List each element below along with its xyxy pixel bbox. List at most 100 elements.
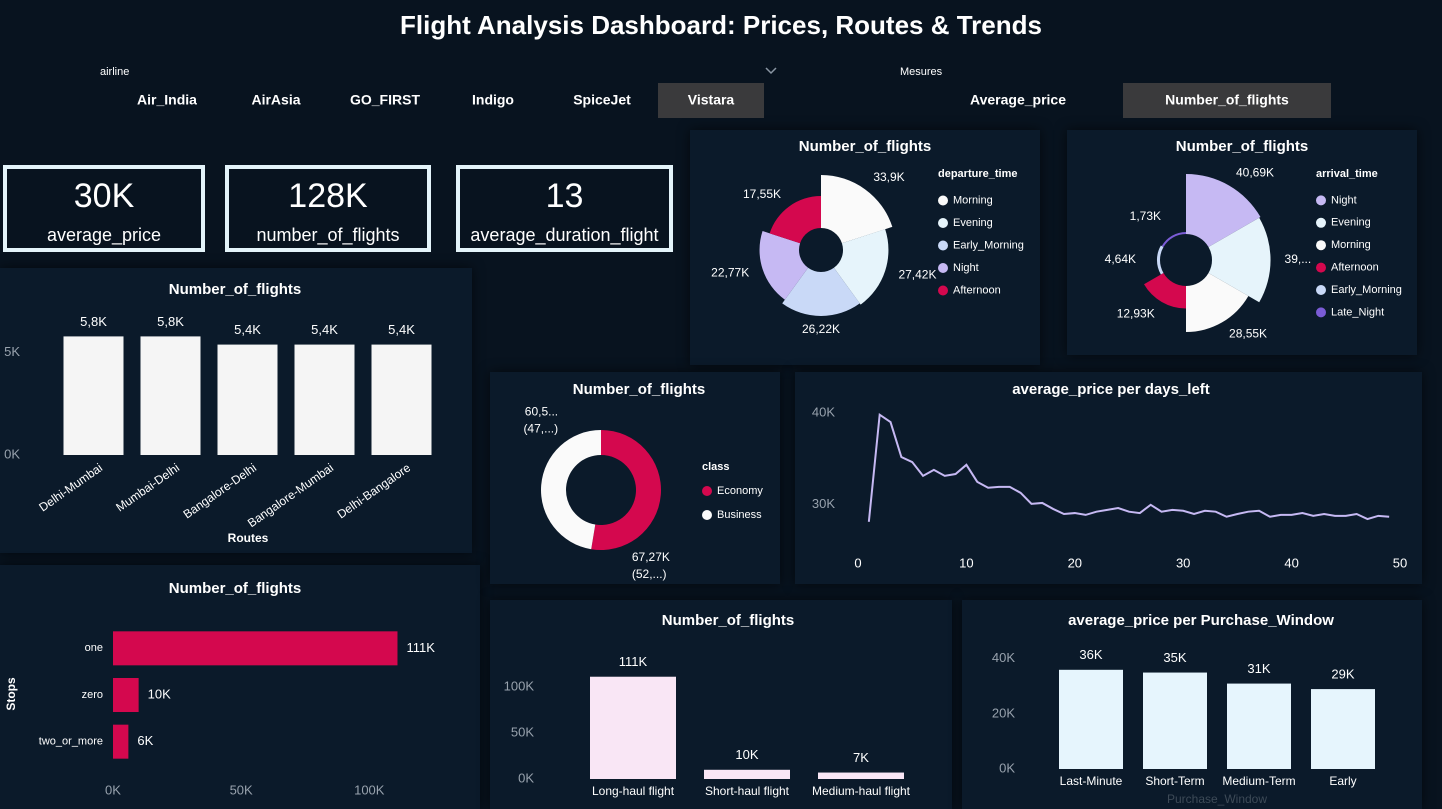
bar <box>590 676 676 779</box>
y-category-label: zero <box>82 689 103 701</box>
chart-title: Number_of_flights <box>1176 138 1309 155</box>
bar <box>113 631 398 666</box>
bar <box>113 724 129 759</box>
y-tick-label: 0K <box>518 770 534 785</box>
chart-title: Number_of_flights <box>662 612 795 629</box>
legend-label: Evening <box>953 217 993 229</box>
y-tick-label: 40K <box>812 404 835 419</box>
legend-title: departure_time <box>938 168 1017 180</box>
kpi-label: number_of_flights <box>256 225 399 246</box>
percent-label: (47,...) <box>523 421 558 435</box>
x-tick-label: 0 <box>854 555 861 570</box>
slicer-option[interactable]: SpiceJet <box>573 92 631 108</box>
x-category-label: Medium-Term <box>1222 774 1295 788</box>
chart-title: Number_of_flights <box>169 281 302 298</box>
legend-marker <box>702 510 712 520</box>
legend-label: Early_Morning <box>953 239 1024 251</box>
data-label: 22,77K <box>711 265 749 279</box>
rose-slice <box>1186 273 1249 333</box>
bar <box>140 336 201 455</box>
slicer-label: airline <box>100 66 129 78</box>
data-label: 4,64K <box>1105 252 1136 266</box>
x-category-label: Short-haul flight <box>705 784 790 798</box>
slicer-selected[interactable] <box>1123 83 1331 118</box>
bar <box>818 772 904 779</box>
legend-label: Evening <box>1331 217 1371 229</box>
legend-title: class <box>702 461 730 473</box>
data-label: 10K <box>148 686 171 701</box>
slicer-label: Mesures <box>900 66 943 78</box>
data-label: 5,4K <box>311 322 338 337</box>
legend-label: Night <box>1331 194 1357 206</box>
y-category-label: one <box>85 642 103 654</box>
rose-slice <box>1208 217 1271 303</box>
legend-marker <box>1316 217 1326 228</box>
panel <box>795 372 1422 584</box>
legend-title: arrival_time <box>1316 168 1378 180</box>
rose-slice <box>769 196 821 244</box>
legend-marker <box>938 195 948 206</box>
x-tick-label: 10 <box>959 555 973 570</box>
x-tick-label: 20 <box>1068 555 1082 570</box>
legend-marker <box>1316 240 1326 251</box>
x-category-label: Short-Term <box>1145 774 1204 788</box>
slicer-option[interactable]: GO_FIRST <box>350 92 420 108</box>
y-category-label: two_or_more <box>39 736 103 748</box>
x-category-label: Medium-haul flight <box>812 784 911 798</box>
kpi-value: 128K <box>288 177 368 215</box>
y-tick-label: 100K <box>504 678 535 693</box>
rose-slice <box>1161 232 1186 247</box>
x-tick-label: 40 <box>1284 555 1298 570</box>
rose-slice <box>1186 174 1261 247</box>
data-label: 28,55K <box>1229 327 1267 341</box>
bar <box>1059 669 1123 769</box>
slicer-option[interactable]: Air_India <box>137 92 197 108</box>
kpi-value: 13 <box>546 177 584 215</box>
legend-marker <box>1316 195 1326 206</box>
x-axis-title: Purchase_Window <box>1167 792 1267 806</box>
slicer-option[interactable]: Number_of_flights <box>1165 92 1289 108</box>
rose-slice <box>759 231 809 300</box>
bar <box>113 678 139 712</box>
x-axis-title: Routes <box>228 531 269 545</box>
dropdown-chevron[interactable] <box>765 67 777 75</box>
legend-label: Night <box>953 262 979 274</box>
x-tick-label: 50K <box>230 782 253 797</box>
kpi-card <box>3 165 205 252</box>
data-label: 35K <box>1163 650 1186 665</box>
rose-slice <box>821 175 893 244</box>
y-tick-label: 5K <box>4 344 20 359</box>
data-label: 111K <box>619 654 648 669</box>
y-tick-label: 30K <box>812 496 835 511</box>
kpi-label: average_price <box>47 225 161 246</box>
y-tick-label: 0K <box>4 446 20 461</box>
dashboard-title: Flight Analysis Dashboard: Prices, Route… <box>400 10 1042 40</box>
data-label: 39,... <box>1285 252 1312 266</box>
x-tick-label: 100K <box>354 782 385 797</box>
slicer-option[interactable]: Average_price <box>970 92 1066 108</box>
x-category-label: Early <box>1329 774 1356 788</box>
slicer-option[interactable]: Vistara <box>688 92 735 108</box>
bar <box>63 336 124 455</box>
donut-slice <box>540 430 601 550</box>
x-category-label: Long-haul flight <box>592 784 675 798</box>
kpi-card <box>456 165 673 252</box>
data-label: 31K <box>1247 661 1270 676</box>
legend-label: Morning <box>953 194 993 206</box>
x-tick-label: 0K <box>105 782 121 797</box>
data-label: 5,4K <box>234 322 261 337</box>
data-label: 10K <box>735 747 758 762</box>
data-label: 33,9K <box>873 170 904 184</box>
kpi-label: average_duration_flight <box>470 225 658 246</box>
slicer-option[interactable]: AirAsia <box>251 92 300 108</box>
rose-slice <box>1144 273 1186 309</box>
data-label: 6K <box>137 733 153 748</box>
data-label: 36K <box>1079 647 1102 662</box>
y-tick-label: 40K <box>992 650 1015 665</box>
slicer-option[interactable]: Indigo <box>472 92 514 108</box>
legend-marker <box>938 240 948 251</box>
slicer-selected[interactable] <box>658 83 764 118</box>
data-label: 26,22K <box>802 322 840 336</box>
legend-marker <box>1316 262 1326 273</box>
